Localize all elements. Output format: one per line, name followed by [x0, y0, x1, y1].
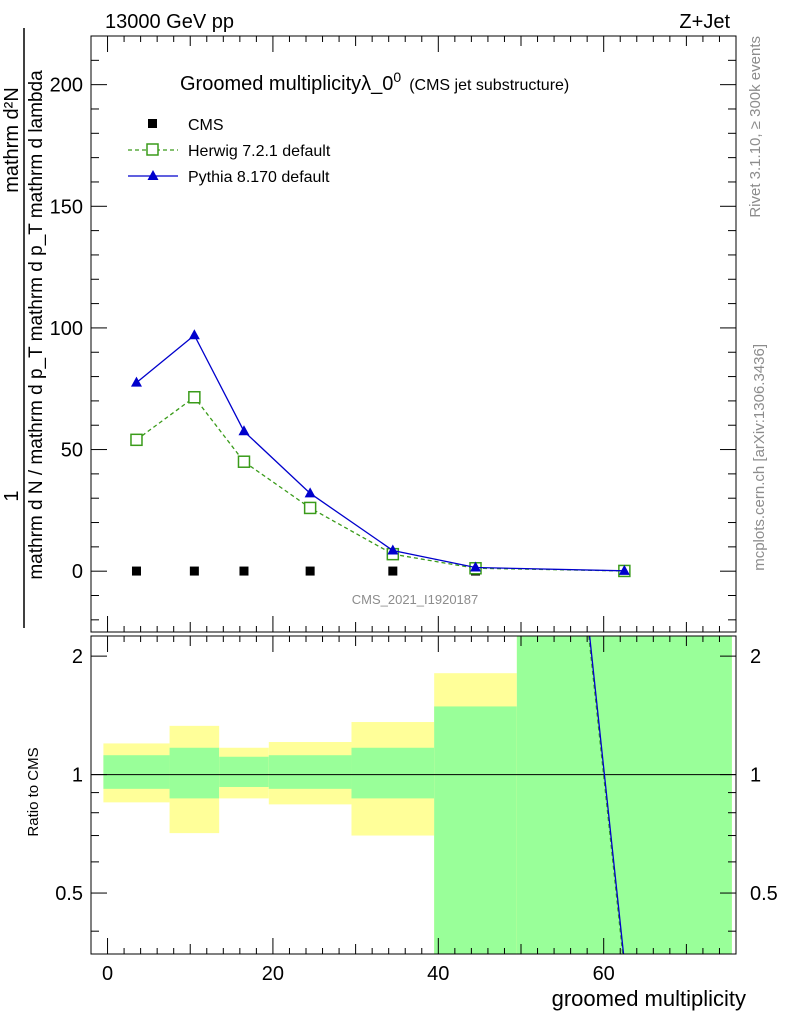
chart-title-superscript: 0 — [393, 69, 401, 85]
ratio-tick-label-right: 0.5 — [750, 883, 778, 905]
ratio-band-green-4 — [351, 747, 435, 799]
data-point-s0-3 — [305, 566, 315, 576]
data-point-s2-0 — [130, 376, 142, 387]
ratio-band-green-5 — [434, 706, 517, 954]
y-axis-label: 1 mathrm d²N mathrm d N / mathrm d p_T m… — [1, 28, 47, 628]
data-point-s2-2 — [238, 425, 250, 436]
legend-label-herwig: Herwig 7.2.1 default — [188, 143, 331, 160]
legend-label-cms: CMS — [188, 117, 224, 134]
data-point-s1-2 — [237, 455, 251, 468]
ratio-tick-label-left: 2 — [72, 646, 83, 668]
ratio-tick-label-left: 1 — [72, 765, 83, 787]
y-label-prefix: 1 — [1, 490, 23, 501]
ratio-frame — [90, 635, 737, 955]
chart-subtitle: (CMS jet substructure) — [409, 77, 569, 94]
ratio-band-green-3 — [268, 755, 352, 789]
x-tick-label: 60 — [593, 963, 615, 985]
data-point-s2-4 — [387, 544, 399, 555]
main-plot-content — [130, 329, 631, 578]
y-label-denominator: mathrm d N / mathrm d p_T mathrm d p_T m… — [26, 70, 47, 580]
ratio-axis-ticks: 0 20 40 60 0.5 0.5 1 1 2 2 — [55, 636, 778, 985]
y-tick-label: 0 — [72, 561, 83, 583]
ratio-tick-label-left: 0.5 — [55, 883, 83, 905]
mcplots-label: mcplots.cern.ch [arXiv:1306.3436] — [751, 344, 768, 571]
y-tick-label: 100 — [50, 318, 83, 340]
y-tick-label: 50 — [61, 440, 83, 462]
legend: CMS Herwig 7.2.1 default Pythia 8.170 de… — [128, 117, 331, 186]
ratio-panel: 0 20 40 60 0.5 0.5 1 1 2 2 Ratio to CMS — [25, 635, 778, 985]
ratio-line-1 — [588, 635, 625, 955]
data-point-s2-6 — [618, 564, 630, 575]
data-point-s0-0 — [131, 566, 141, 576]
x-axis-label: groomed multiplicity — [552, 986, 746, 1011]
ratio-plot-content — [91, 635, 736, 955]
y-tick-label: 200 — [50, 75, 83, 97]
rivet-label: Rivet 3.1.10, ≥ 300k events — [747, 36, 764, 218]
ratio-y-label: Ratio to CMS — [25, 747, 42, 836]
data-point-s2-5 — [470, 561, 482, 572]
ratio-band-green-0 — [103, 755, 170, 789]
legend-entry-pythia: Pythia 8.170 default — [128, 169, 330, 186]
analysis-id: CMS_2021_I1920187 — [352, 592, 479, 607]
ratio-band-green-1 — [169, 747, 220, 799]
series-line-2 — [136, 334, 625, 572]
data-point-s1-1 — [188, 390, 201, 404]
series-line-1 — [136, 396, 625, 572]
legend-label-pythia: Pythia 8.170 default — [188, 169, 330, 186]
y-label-numerator: mathrm d²N — [1, 87, 23, 193]
main-frame — [90, 35, 737, 633]
chart-title: Groomed multiplicityλ_00 (CMS jet substru… — [180, 69, 569, 95]
data-point-s0-1 — [189, 566, 199, 576]
main-axis-ticks: 0 50 100 150 200 — [50, 35, 736, 632]
chart-title-main: Groomed multiplicityλ_0 — [180, 73, 393, 95]
x-tick-label: 40 — [427, 963, 449, 985]
ratio-band-green-2 — [219, 756, 269, 787]
legend-entry-cms: CMS — [148, 117, 224, 134]
ratio-tick-label-right: 1 — [750, 765, 761, 787]
data-point-s2-3 — [304, 487, 316, 498]
energy-label: 13000 GeV pp — [105, 11, 234, 33]
data-point-s2-1 — [188, 329, 200, 340]
legend-marker-cms — [148, 119, 157, 128]
process-label: Z+Jet — [679, 11, 730, 33]
data-point-s1-0 — [130, 433, 143, 447]
ratio-band-green-6 — [516, 636, 732, 954]
x-tick-label: 0 — [102, 963, 113, 985]
ratio-tick-label-right: 2 — [750, 646, 761, 668]
y-tick-label: 150 — [50, 196, 83, 218]
x-tick-label: 20 — [262, 963, 284, 985]
data-point-s1-3 — [303, 501, 317, 515]
legend-marker-pythia — [147, 170, 159, 180]
data-point-s0-4 — [388, 566, 398, 576]
legend-entry-herwig: Herwig 7.2.1 default — [128, 143, 331, 160]
legend-marker-herwig — [146, 143, 159, 156]
ratio-line-0 — [588, 635, 624, 955]
data-point-s0-2 — [239, 566, 249, 576]
